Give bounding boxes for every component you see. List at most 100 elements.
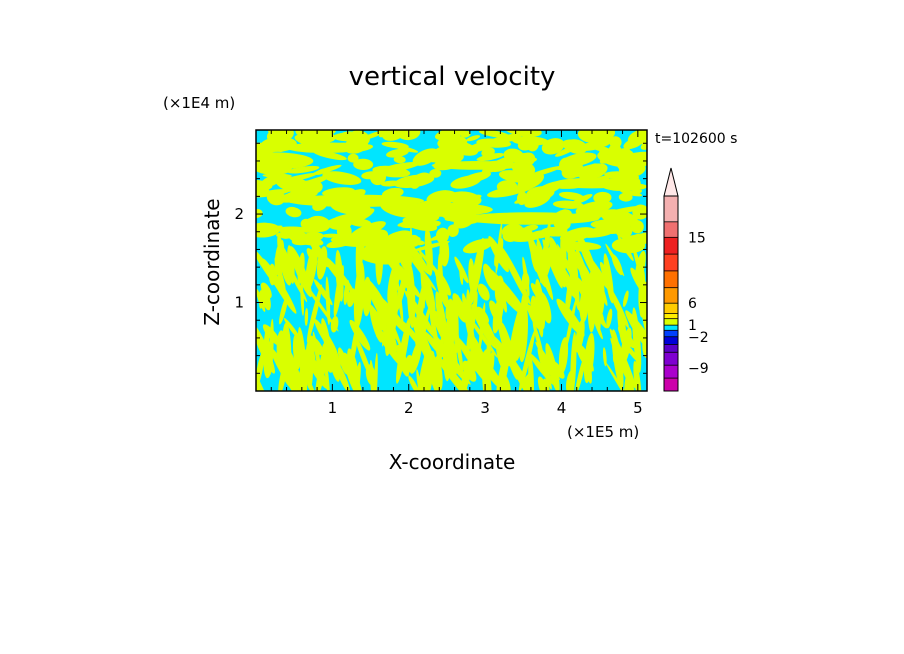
plot-frame bbox=[255, 129, 648, 392]
positive-region bbox=[327, 217, 352, 231]
positive-region bbox=[611, 254, 623, 276]
positive-region bbox=[464, 139, 498, 154]
positive-region bbox=[417, 337, 440, 373]
x-axis-label: X-coordinate bbox=[389, 450, 516, 474]
colorbar-level bbox=[664, 221, 678, 238]
colorbar-level bbox=[664, 196, 678, 222]
positive-region bbox=[436, 273, 449, 309]
positive-region bbox=[471, 303, 498, 349]
positive-region bbox=[263, 326, 270, 366]
positive-region bbox=[354, 335, 373, 381]
positive-region bbox=[502, 171, 513, 180]
colorbar-level bbox=[664, 365, 678, 379]
positive-region bbox=[529, 353, 555, 386]
positive-region bbox=[623, 137, 644, 150]
colorbar-level bbox=[664, 313, 678, 319]
positive-region bbox=[523, 224, 539, 232]
positive-region bbox=[612, 345, 618, 363]
positive-region bbox=[349, 218, 372, 227]
positive-region bbox=[483, 263, 497, 291]
positive-region bbox=[478, 130, 510, 138]
positive-region bbox=[429, 168, 442, 178]
positive-region bbox=[529, 229, 553, 239]
positive-region bbox=[285, 206, 302, 218]
positive-region bbox=[589, 306, 599, 323]
positive-region bbox=[297, 354, 310, 391]
positive-region bbox=[305, 244, 318, 291]
positive-region bbox=[606, 308, 613, 329]
positive-region bbox=[588, 256, 608, 306]
positive-region bbox=[618, 161, 646, 178]
positive-region bbox=[496, 341, 507, 371]
colorbar-frame bbox=[663, 195, 679, 392]
positive-region bbox=[373, 352, 378, 391]
positive-region bbox=[550, 360, 565, 379]
x-tick-label: 4 bbox=[557, 399, 567, 417]
colorbar-level bbox=[664, 318, 678, 326]
positive-region bbox=[630, 220, 644, 234]
positive-region bbox=[322, 233, 341, 238]
positive-region bbox=[266, 189, 286, 206]
colorbar-tick-label: 15 bbox=[688, 230, 706, 246]
positive-region bbox=[349, 221, 386, 240]
positive-region bbox=[570, 332, 577, 391]
colorbar-level bbox=[664, 325, 678, 331]
positive-region bbox=[611, 237, 646, 254]
positive-region bbox=[470, 341, 480, 370]
colorbar-level bbox=[664, 352, 678, 366]
positive-region bbox=[528, 354, 535, 391]
positive-region bbox=[585, 356, 592, 384]
positive-region bbox=[469, 237, 485, 305]
positive-band bbox=[286, 194, 424, 207]
positive-region bbox=[448, 191, 482, 207]
positive-band bbox=[286, 142, 363, 153]
positive-region bbox=[496, 180, 518, 194]
positive-region bbox=[435, 291, 448, 340]
positive-region bbox=[266, 130, 281, 143]
positive-region bbox=[260, 287, 271, 311]
positive-region bbox=[581, 229, 615, 238]
positive-region bbox=[620, 327, 632, 366]
positive-region bbox=[559, 191, 584, 200]
positive-region bbox=[552, 200, 584, 209]
positive-band bbox=[359, 243, 413, 265]
positive-region bbox=[334, 361, 350, 391]
positive-region bbox=[377, 303, 382, 322]
positive-region bbox=[500, 246, 531, 305]
positive-region bbox=[347, 153, 359, 163]
positive-region bbox=[496, 313, 508, 359]
x-tick-label: 1 bbox=[328, 399, 338, 417]
positive-region bbox=[334, 211, 371, 219]
positive-region bbox=[445, 149, 463, 164]
positive-region bbox=[330, 342, 341, 368]
colorbar-level bbox=[664, 336, 678, 345]
positive-region bbox=[306, 284, 322, 343]
positive-region bbox=[393, 155, 406, 164]
positive-region bbox=[584, 351, 594, 372]
positive-region bbox=[358, 221, 366, 275]
positive-region bbox=[333, 265, 344, 317]
positive-region bbox=[633, 360, 642, 391]
positive-region bbox=[575, 248, 596, 309]
positive-region bbox=[447, 224, 459, 237]
positive-region bbox=[286, 232, 324, 246]
positive-region bbox=[605, 362, 638, 391]
colorbar-tick-label: 1 bbox=[688, 318, 697, 334]
positive-region bbox=[533, 181, 564, 197]
positive-region bbox=[554, 246, 572, 269]
positive-region bbox=[556, 298, 585, 337]
colorbar: 15 6 1−2 −9 bbox=[663, 167, 709, 392]
positive-region bbox=[343, 279, 350, 306]
time-label: t=102600 s bbox=[655, 131, 737, 147]
positive-region bbox=[494, 238, 504, 267]
positive-band bbox=[256, 152, 314, 170]
positive-region bbox=[522, 256, 530, 297]
positive-region bbox=[603, 206, 642, 216]
positive-region bbox=[541, 354, 554, 376]
positive-band bbox=[553, 177, 631, 189]
positive-region bbox=[381, 141, 409, 149]
contour-field bbox=[256, 130, 647, 391]
positive-region bbox=[397, 220, 417, 227]
positive-region bbox=[440, 241, 444, 262]
